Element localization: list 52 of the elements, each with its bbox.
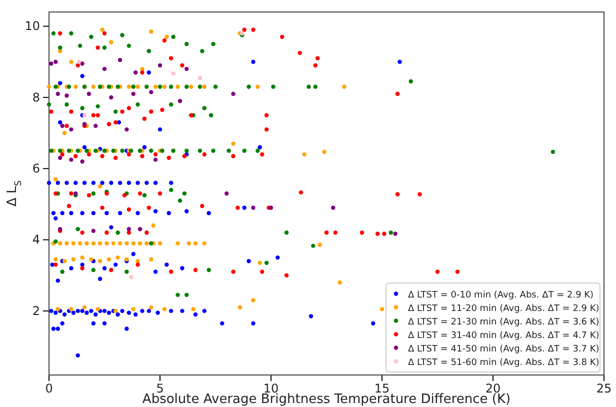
point (251, 206, 256, 210)
point (133, 70, 138, 75)
point (118, 58, 122, 62)
point (178, 98, 182, 104)
point (138, 226, 142, 232)
point (124, 127, 129, 132)
legend-label: Δ LTST = 51-60 min (Avg. Abs. ΔT = 3.8 K) (408, 358, 600, 368)
y-tick-label: 6 (32, 161, 40, 176)
legend-label: Δ LTST = 21-30 min (Avg. Abs. ΔT = 3.6 K) (408, 317, 600, 328)
point (80, 61, 84, 66)
point (94, 124, 98, 128)
point (224, 191, 229, 196)
x-tick-label: 5 (156, 382, 164, 396)
legend-label: Δ LTST = 41-50 min (Avg. Abs. ΔT = 3.7 K) (408, 344, 600, 354)
point (69, 158, 74, 162)
point (64, 94, 69, 98)
point (131, 92, 136, 96)
x-tick-label: 25 (596, 382, 612, 396)
point (149, 90, 154, 94)
point (331, 206, 336, 210)
legend-label: Δ LTST = 31-40 min (Avg. Abs. ΔT = 4.7 K) (408, 330, 600, 341)
x-tick-label: 0 (45, 382, 53, 396)
point (184, 66, 189, 72)
point (158, 63, 162, 68)
x-tick-label: 15 (374, 382, 390, 396)
point (86, 92, 92, 96)
point (60, 124, 64, 128)
point (153, 158, 158, 162)
point (91, 228, 96, 233)
point (56, 92, 60, 96)
legend-label: Δ LTST = 11-20 min (Avg. Abs. ΔT = 2.9 K) (408, 304, 600, 314)
point (49, 61, 54, 66)
point (76, 60, 82, 64)
point (58, 156, 62, 160)
point (54, 60, 58, 64)
y-tick-label: 8 (32, 90, 40, 104)
legend-label: Δ LTST = 0-10 min (Avg. Abs. ΔT = 2.9 K) (408, 290, 594, 300)
point (198, 76, 202, 80)
point (82, 113, 87, 118)
point (171, 71, 176, 76)
point (129, 275, 134, 280)
y-tick-label: 4 (32, 232, 40, 247)
point (268, 206, 274, 210)
point (109, 95, 114, 100)
y-tick-label: 2 (32, 304, 40, 318)
y-tick-label: 10 (24, 19, 40, 34)
point (102, 66, 107, 72)
point (126, 226, 132, 232)
point (231, 92, 236, 96)
point (80, 159, 84, 164)
point (69, 127, 74, 132)
point (393, 232, 398, 236)
